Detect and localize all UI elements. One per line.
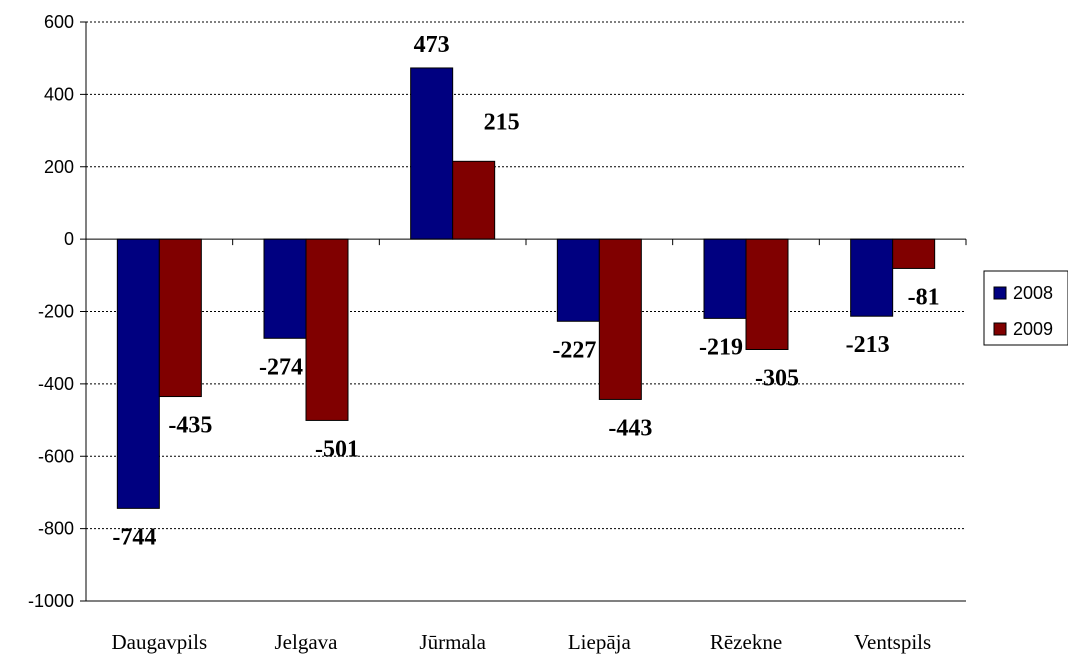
data-label-2009-jelgava: -501	[315, 436, 359, 462]
data-labels: -744 -435 -274 -501 473 215 -227 -443 -219 -305 -2…	[112, 32, 939, 550]
y-tick-label: -600	[38, 446, 74, 466]
y-axis-ticks: 600 400 200 0 -200 -400 -600 -800 -1000	[28, 12, 86, 611]
data-label-2008-jūrmala: 473	[414, 32, 450, 58]
y-tick-label: -400	[38, 374, 74, 394]
data-label-2009-jūrmala: 215	[484, 109, 520, 135]
x-tick-label: Liepāja	[568, 630, 632, 654]
legend-label-2008: 2008	[1013, 283, 1053, 303]
y-tick-label: -800	[38, 519, 74, 539]
y-tick-label: 0	[64, 229, 74, 249]
data-label-2008-daugavpils: -744	[112, 524, 156, 550]
data-label-2008-jelgava: -274	[259, 354, 303, 380]
bar-2008-jūrmala	[410, 67, 454, 240]
y-tick-label: -1000	[28, 591, 74, 611]
bar-2008-liepāja	[556, 238, 600, 322]
data-label-2008-ventspils: -213	[846, 332, 890, 358]
data-label-2008-rēzekne: -219	[699, 334, 743, 360]
bar-2008-jelgava	[263, 238, 307, 339]
y-tick-label: 600	[44, 12, 74, 32]
legend-swatch-2008	[993, 286, 1007, 300]
bar-2008-ventspils	[850, 238, 894, 317]
data-label-2008-liepāja: -227	[552, 337, 596, 363]
data-label-2009-ventspils: -81	[908, 284, 940, 310]
bar-2009-jelgava	[305, 238, 349, 421]
x-tick-label: Jūrmala	[419, 630, 486, 654]
legend: 2008 2009	[983, 270, 1068, 346]
x-tick-label: Rēzekne	[710, 630, 782, 654]
gridlines	[86, 21, 966, 530]
data-label-2009-daugavpils: -435	[168, 413, 212, 439]
y-tick-label: -200	[38, 302, 74, 322]
y-tick-label: 200	[44, 157, 74, 177]
data-label-2009-liepāja: -443	[608, 415, 652, 441]
x-tick-label: Daugavpils	[112, 630, 208, 654]
x-axis-ticks: Daugavpils Jelgava Jūrmala Liepāja Rēzekne Ve…	[112, 630, 932, 654]
y-tick-label: 400	[44, 84, 74, 104]
bar-2008-rēzekne	[703, 238, 747, 319]
bar-2009-rēzekne	[745, 238, 789, 350]
bar-2008-daugavpils	[116, 238, 160, 509]
x-tick-label: Ventspils	[854, 630, 931, 654]
bar-2009-jūrmala	[452, 160, 496, 240]
bar-2009-liepāja	[598, 238, 642, 400]
data-label-2009-rēzekne: -305	[755, 365, 799, 391]
bar-2009-ventspils	[892, 238, 936, 269]
bar-2009-daugavpils	[158, 238, 202, 398]
bars	[116, 67, 936, 509]
x-tick-label: Jelgava	[275, 630, 339, 654]
legend-swatch-2009	[993, 322, 1007, 336]
legend-label-2009: 2009	[1013, 319, 1053, 339]
